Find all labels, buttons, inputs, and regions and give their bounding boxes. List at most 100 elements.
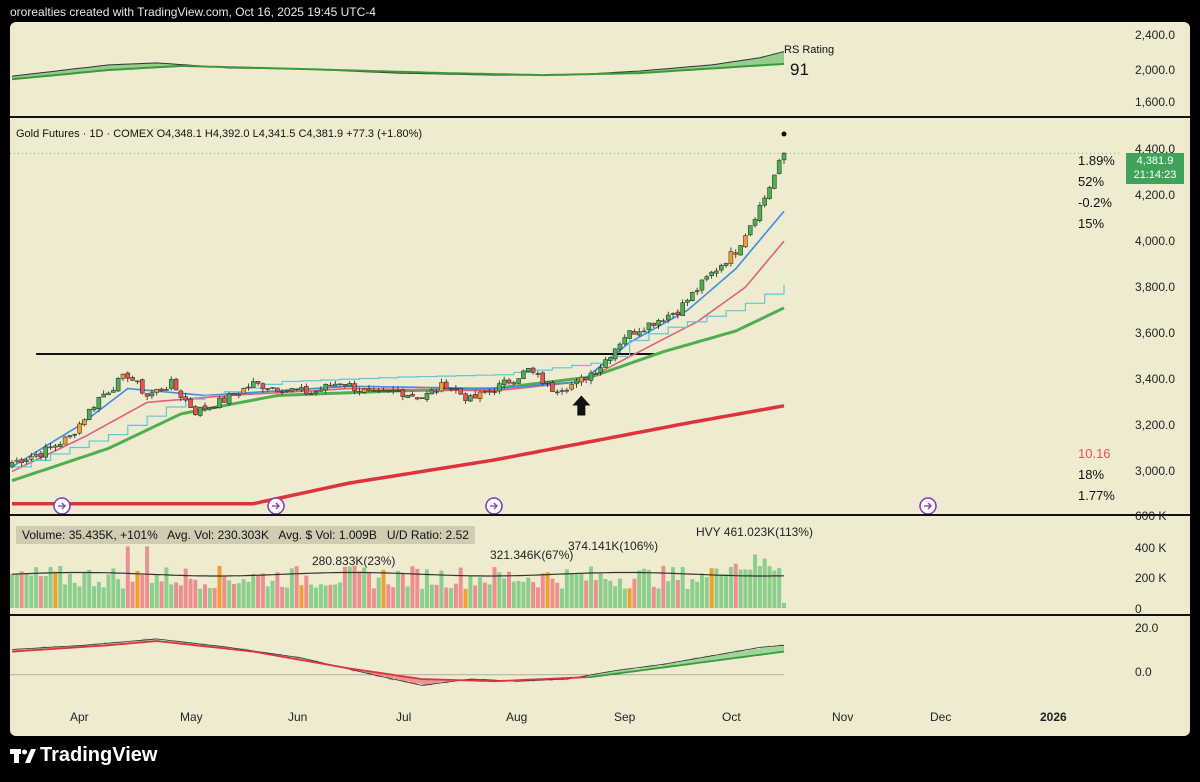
ma-line-ma21 xyxy=(11,240,785,473)
candle xyxy=(371,390,377,392)
volume-chart[interactable] xyxy=(10,516,1190,612)
rs-fill xyxy=(94,65,99,72)
candle xyxy=(506,379,512,384)
rs-tick-1: 2,000.0 xyxy=(1135,63,1176,77)
volume-bar xyxy=(420,588,425,608)
rs-fill xyxy=(774,53,780,65)
candle xyxy=(637,331,642,336)
candle xyxy=(530,367,536,373)
pane-divider[interactable] xyxy=(10,514,1190,516)
candle xyxy=(289,388,295,392)
volume-bar xyxy=(275,572,280,608)
volume-bar xyxy=(285,587,290,608)
price-chart[interactable] xyxy=(10,118,1190,514)
osc-fill xyxy=(687,658,693,665)
volume-bar xyxy=(338,582,343,608)
volume-bar xyxy=(680,567,685,608)
pane-divider[interactable] xyxy=(10,116,1190,118)
oscillator-chart[interactable] xyxy=(10,616,1190,702)
candle xyxy=(690,291,695,301)
volume-annotation: 321.346K(67%) xyxy=(490,548,574,562)
volume-bar xyxy=(72,582,77,608)
volume-bar xyxy=(540,573,545,608)
candle xyxy=(559,390,565,392)
volume-tick: 400 K xyxy=(1135,541,1167,555)
volume-bar xyxy=(198,588,203,608)
rs-fill xyxy=(764,55,770,66)
candle xyxy=(680,302,685,316)
candle xyxy=(14,459,20,462)
candle xyxy=(308,393,314,395)
candle xyxy=(125,372,131,379)
volume-bar xyxy=(251,573,256,608)
candle xyxy=(651,322,656,326)
volume-bar xyxy=(58,566,63,608)
rs-fill xyxy=(108,64,114,71)
stat-value: 15% xyxy=(1078,216,1105,231)
candle xyxy=(439,382,444,392)
candle xyxy=(472,394,478,399)
stat-value: -0.2% xyxy=(1078,195,1112,210)
candle xyxy=(583,377,589,381)
osc-fill xyxy=(740,649,746,658)
candle xyxy=(776,160,782,174)
candle xyxy=(752,219,758,226)
candle xyxy=(154,389,159,393)
time-tick: Apr xyxy=(70,710,89,724)
candle xyxy=(318,389,324,392)
candle xyxy=(67,435,73,438)
candle xyxy=(521,370,526,379)
tradingview-logo: TradingView xyxy=(10,744,157,767)
candle xyxy=(477,391,483,399)
volume-annotation: 374.141K(106%) xyxy=(568,539,659,553)
candle xyxy=(255,380,261,384)
volume-value: Volume: 35.435K, +101% xyxy=(22,528,158,542)
volume-bar xyxy=(391,587,396,608)
volume-bar xyxy=(502,578,507,608)
candle xyxy=(144,393,150,397)
candle xyxy=(550,382,555,392)
volume-bar xyxy=(593,580,598,608)
candle xyxy=(661,320,666,323)
volume-bar xyxy=(82,572,87,608)
volume-tick: 600 K xyxy=(1135,509,1167,523)
volume-bar xyxy=(193,579,198,608)
volume-bar xyxy=(38,576,43,608)
volume-bar xyxy=(256,574,261,608)
candle xyxy=(43,446,49,458)
osc-fill xyxy=(711,654,717,662)
candle xyxy=(279,391,285,393)
volume-bar xyxy=(77,586,82,608)
candle xyxy=(588,372,594,381)
osc-fill xyxy=(779,644,784,653)
candle xyxy=(733,252,738,255)
volume-bar xyxy=(260,573,265,608)
candle xyxy=(463,393,468,401)
stat-value: 1.89% xyxy=(1078,153,1115,168)
volume-bar xyxy=(381,569,386,608)
stat-value: 1.77% xyxy=(1078,488,1115,503)
candle xyxy=(178,390,184,398)
event-marker-arrow-icon xyxy=(272,502,280,510)
candle xyxy=(304,386,309,395)
osc-fill xyxy=(706,654,712,662)
candle xyxy=(612,348,618,360)
volume-bar xyxy=(671,567,676,608)
volume-bar xyxy=(598,572,603,608)
candle xyxy=(173,378,179,391)
candle xyxy=(704,276,710,280)
ohlc-legend: Gold Futures · 1D · COMEX O4,348.1 H4,39… xyxy=(16,128,423,140)
volume-bar xyxy=(19,571,24,608)
pane-divider[interactable] xyxy=(10,614,1190,616)
time-tick: Sep xyxy=(614,710,636,724)
candle xyxy=(622,337,628,345)
volume-bar xyxy=(371,588,376,608)
candle xyxy=(670,313,676,315)
time-tick: Aug xyxy=(506,710,528,724)
volume-bar xyxy=(487,584,492,608)
volume-bar xyxy=(603,578,608,608)
volume-bar xyxy=(521,581,526,608)
volume-bar xyxy=(506,571,511,608)
candle xyxy=(632,330,637,335)
candle xyxy=(260,383,266,390)
